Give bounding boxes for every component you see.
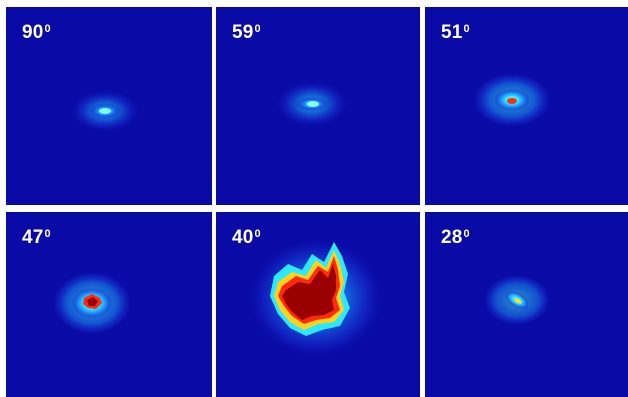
angle-label: 470: [22, 227, 51, 248]
intensity-map-40: [216, 212, 420, 397]
panel-47: 470: [6, 212, 212, 397]
panel-28: 280: [425, 212, 628, 397]
angle-label: 510: [441, 22, 470, 43]
degree-mark: 0: [254, 228, 261, 240]
panel-51: 510: [425, 7, 628, 205]
degree-mark: 0: [463, 23, 470, 35]
intensity-map-59: [216, 7, 420, 205]
degree-mark: 0: [44, 23, 51, 35]
angle-label: 900: [22, 22, 51, 43]
degree-mark: 0: [463, 228, 470, 240]
intensity-map-28: [425, 212, 628, 397]
panel-40: 400: [216, 212, 420, 397]
degree-mark: 0: [254, 23, 261, 35]
panel-59: 590: [216, 7, 420, 205]
intensity-map-47: [6, 212, 212, 397]
intensity-map-90: [6, 7, 212, 205]
degree-mark: 0: [44, 228, 51, 240]
intensity-map-51: [425, 7, 628, 205]
panel-90: 900: [6, 7, 212, 205]
angle-label: 280: [441, 227, 470, 248]
angle-label: 400: [232, 227, 261, 248]
angle-label: 590: [232, 22, 261, 43]
